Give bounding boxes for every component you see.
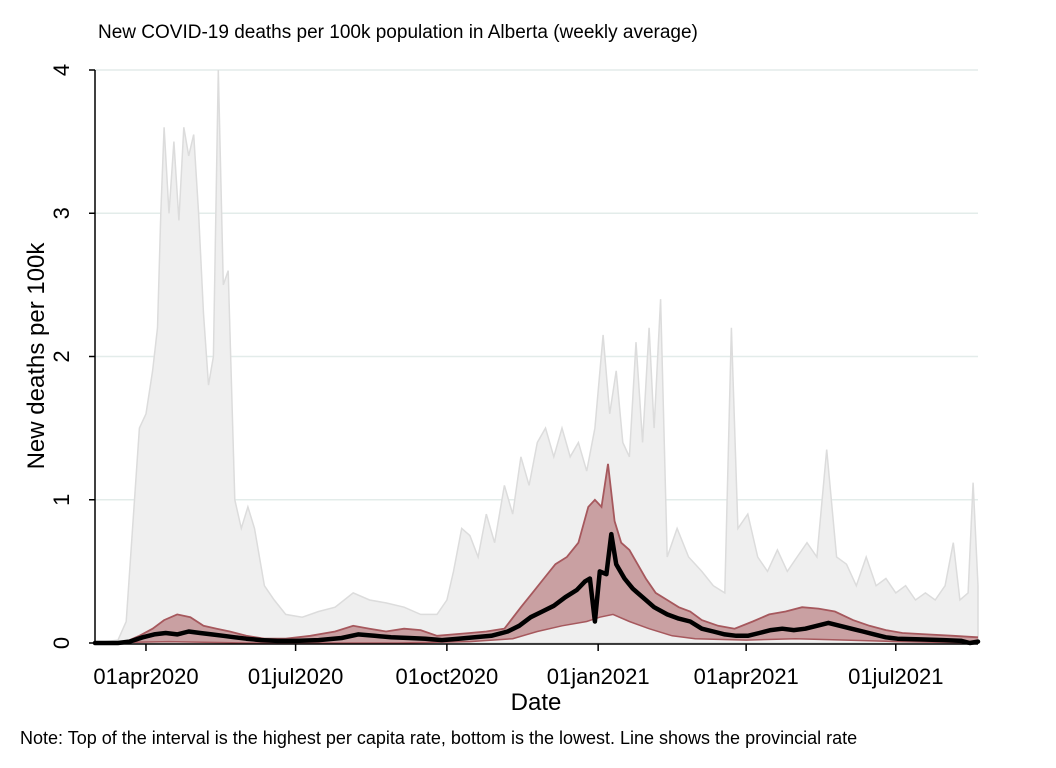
y-tick-label-4: 4 bbox=[49, 64, 74, 76]
interval-band bbox=[94, 463, 979, 644]
chart-title: New COVID-19 deaths per 100k population … bbox=[98, 22, 698, 43]
zone-range-band bbox=[94, 69, 979, 644]
zone-range-area bbox=[94, 69, 979, 644]
x-tick-label-4: 01apr2021 bbox=[694, 664, 799, 689]
y-ticks: 0 1 2 3 4 bbox=[49, 64, 95, 649]
y-tick-label-2: 2 bbox=[49, 350, 74, 362]
y-axis-title: New deaths per 100k bbox=[23, 242, 50, 470]
provincial-line bbox=[92, 531, 981, 646]
chart-note: Note: Top of the interval is the highest… bbox=[20, 728, 857, 748]
x-tick-label-2: 01oct2020 bbox=[396, 664, 499, 689]
interval-lower-edge bbox=[94, 613, 979, 644]
x-tick-label-0: 01apr2020 bbox=[93, 664, 198, 689]
interval-upper-edge bbox=[94, 463, 979, 644]
y-tick-label-0: 0 bbox=[49, 637, 74, 649]
y-tick-label-3: 3 bbox=[49, 207, 74, 219]
x-ticks: 01apr2020 01jul2020 01oct2020 01jan2021 01ap… bbox=[93, 644, 944, 689]
y-tick-label-1: 1 bbox=[49, 494, 74, 506]
provincial-rate-line bbox=[92, 531, 981, 646]
x-axis-title: Date bbox=[511, 689, 562, 716]
x-tick-label-5: 01jul2021 bbox=[848, 664, 943, 689]
x-tick-label-3: 01jan2021 bbox=[547, 664, 650, 689]
x-tick-label-1: 01jul2020 bbox=[248, 664, 343, 689]
interval-area bbox=[95, 463, 978, 643]
